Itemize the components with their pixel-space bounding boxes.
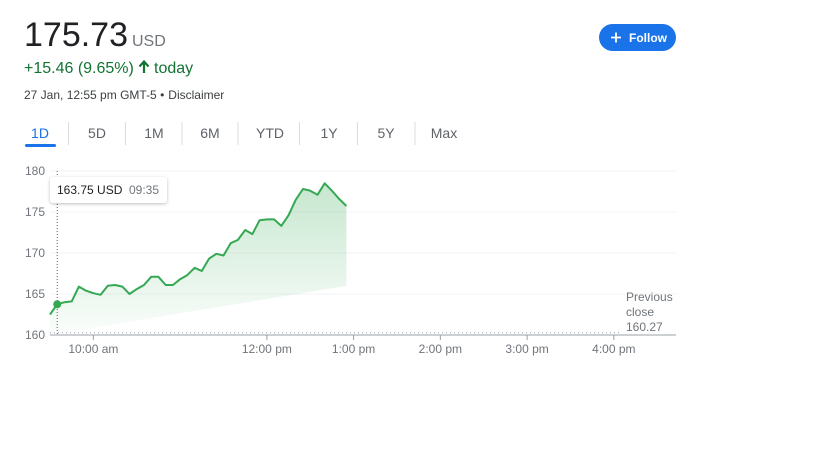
- price: 175.73: [24, 16, 128, 54]
- range-tabs: 1D 5D 1M 6M YTD 1Y 5Y Max: [25, 122, 457, 147]
- range-tab[interactable]: 1D: [31, 125, 49, 141]
- tooltip-box: [50, 177, 167, 203]
- follow-label[interactable]: Follow: [629, 31, 668, 45]
- x-tick-label: 4:00 pm: [592, 342, 635, 356]
- range-tab[interactable]: Max: [431, 125, 457, 141]
- tab-underline: [25, 144, 56, 147]
- y-tick-label: 180: [25, 164, 45, 178]
- period: today: [154, 60, 193, 77]
- change: +15.46 (9.65%): [24, 60, 134, 77]
- range-tab[interactable]: YTD: [256, 125, 284, 141]
- y-tick-label: 175: [25, 205, 45, 219]
- disclaimer-link[interactable]: Disclaimer: [168, 88, 224, 102]
- x-tick-label: 3:00 pm: [505, 342, 548, 356]
- timestamp-text: 27 Jan, 12:55 pm GMT-5 •: [24, 88, 164, 102]
- range-tab[interactable]: 5Y: [377, 125, 395, 141]
- price-area: [50, 183, 347, 335]
- tooltip-time: 09:35: [129, 183, 159, 197]
- range-tab[interactable]: 5D: [88, 125, 106, 141]
- x-tick-label: 2:00 pm: [419, 342, 462, 356]
- y-tick-label: 160: [25, 328, 45, 342]
- range-tab[interactable]: 6M: [200, 125, 219, 141]
- timestamp: 27 Jan, 12:55 pm GMT-5 • Disclaimer: [24, 88, 224, 102]
- x-tick-label: 1:00 pm: [332, 342, 375, 356]
- follow-button[interactable]: Follow: [599, 24, 676, 51]
- y-tick-label: 165: [25, 287, 45, 301]
- x-tick-label: 12:00 pm: [242, 342, 292, 356]
- range-tab[interactable]: 1M: [144, 125, 163, 141]
- highlight-point: [53, 300, 62, 309]
- follow-button-bg[interactable]: [599, 24, 676, 51]
- chart: 160 165 170 175 180 10:00 am 12:00 pm 1:00 pm 2:…: [25, 164, 676, 356]
- plus-icon: [611, 32, 621, 43]
- up-arrow: [138, 59, 150, 73]
- y-tick-label: 170: [25, 246, 45, 260]
- x-tick-label: 10:00 am: [68, 342, 118, 356]
- tooltip-value: 163.75 USD: [57, 183, 123, 197]
- previous-close-label: Previous close: [626, 290, 673, 319]
- previous-close-value: 160.27: [626, 320, 663, 334]
- currency: USD: [132, 33, 166, 50]
- range-tab[interactable]: 1Y: [320, 125, 338, 141]
- price-line: [49, 182, 348, 316]
